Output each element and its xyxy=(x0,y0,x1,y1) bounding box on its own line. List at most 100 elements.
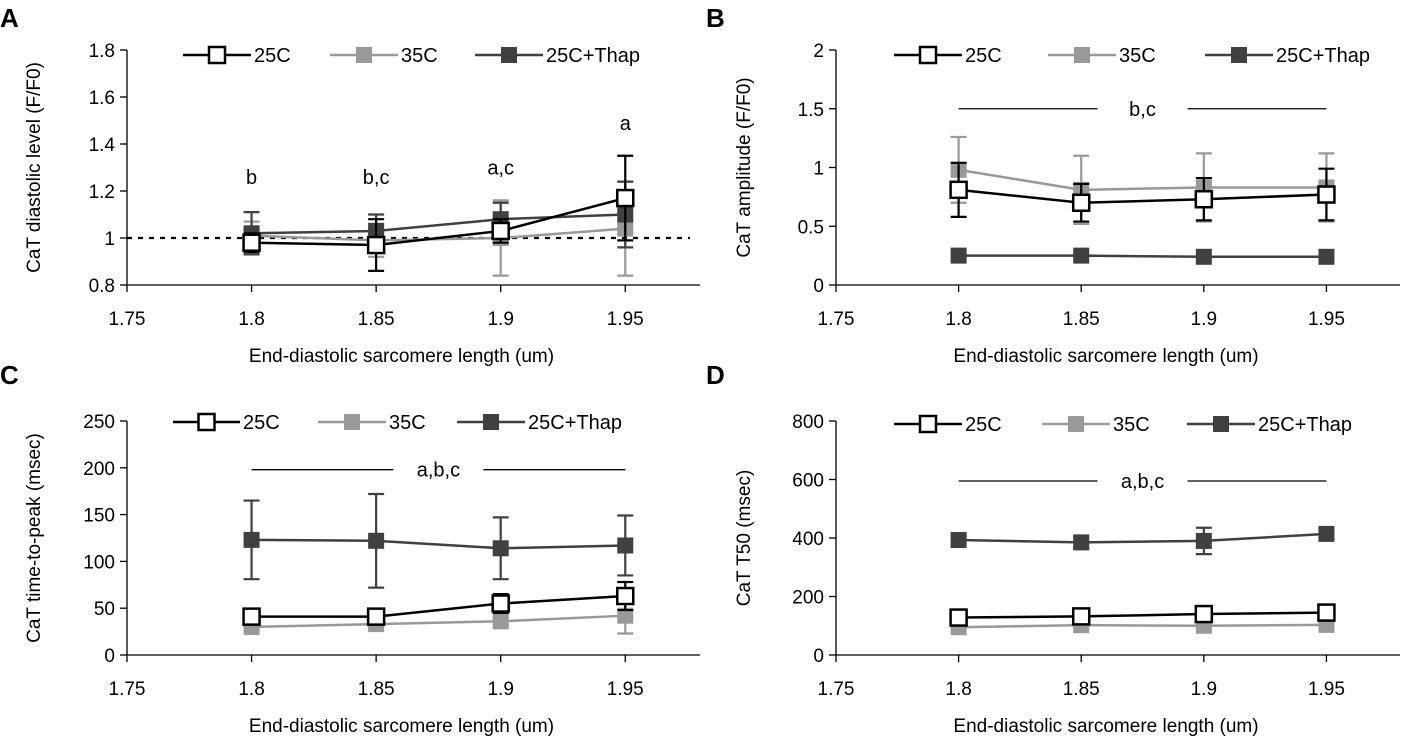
x-tick-label: 1.95 xyxy=(1308,309,1345,330)
legend-label: 35C xyxy=(401,45,438,67)
y-tick-label: 200 xyxy=(83,459,115,480)
legend-marker xyxy=(501,47,517,63)
data-point xyxy=(366,607,386,626)
bracket-label: a,b,c xyxy=(417,460,460,482)
legend-marker xyxy=(1213,416,1229,432)
y-tick-label: 2 xyxy=(813,41,824,62)
annotation-label: b,c xyxy=(363,167,390,189)
y-tick-label: 0 xyxy=(813,646,824,667)
data-point xyxy=(949,180,968,200)
legend: 25C 35C 25C+Thap xyxy=(894,45,1370,67)
y-tick-label: 0 xyxy=(104,646,115,667)
x-tick-label: 1.8 xyxy=(945,679,971,700)
y-tick-label: 50 xyxy=(94,599,115,620)
y-tick-label: 0.5 xyxy=(798,217,824,238)
data-point xyxy=(1071,607,1091,626)
data-point xyxy=(950,532,967,549)
legend-marker xyxy=(1231,47,1247,63)
data-point xyxy=(1195,532,1212,549)
series-25c-thap xyxy=(950,525,1335,556)
annotation-label: a,c xyxy=(487,158,514,180)
x-tick-label: 1.9 xyxy=(1191,679,1217,700)
series-25c-thap xyxy=(950,247,1335,265)
data-point xyxy=(492,613,509,630)
bracket-label: a,b,c xyxy=(1121,471,1164,493)
y-tick-label: 250 xyxy=(83,412,115,433)
legend-marker xyxy=(918,45,938,65)
legend: 25C 35C 25C+Thap xyxy=(173,412,622,434)
data-point xyxy=(242,233,261,252)
legend-label: 25C+Thap xyxy=(546,45,640,67)
data-point xyxy=(1073,534,1090,551)
panel-letter: B xyxy=(706,3,725,33)
data-point xyxy=(949,608,968,627)
series-35c xyxy=(950,135,1335,225)
x-tick-label: 1.75 xyxy=(109,679,146,700)
legend-marker xyxy=(483,414,499,430)
series-line xyxy=(958,254,1327,259)
legend-item: 25C xyxy=(183,45,291,67)
y-tick-label: 400 xyxy=(792,529,824,550)
legend-label: 25C+Thap xyxy=(1258,414,1352,436)
legend-marker xyxy=(344,414,360,430)
data-point xyxy=(491,594,510,613)
x-axis-title: End-diastolic sarcomere length (um) xyxy=(953,716,1258,737)
legend-label: 35C xyxy=(1113,414,1150,436)
chart-panel-a: A 0.8 1 1.2 1.4 1.6 1.8 1.75 1.8 1.85 1.9 1.95 End-d… xyxy=(0,3,700,367)
data-point xyxy=(950,247,967,264)
legend-item: 25C xyxy=(173,412,280,434)
data-point xyxy=(1073,247,1090,264)
x-tick-label: 1.75 xyxy=(818,679,855,700)
y-tick-label: 1 xyxy=(104,229,115,250)
series-line xyxy=(958,188,1327,205)
y-tick-label: 0 xyxy=(813,276,824,297)
legend-item: 35C xyxy=(330,45,438,67)
data-point xyxy=(1071,193,1091,212)
series-25c xyxy=(242,580,635,626)
y-tick-label: 0.8 xyxy=(89,276,115,297)
data-point xyxy=(1195,248,1212,265)
legend-item: 25C+Thap xyxy=(1205,45,1370,67)
x-tick-label: 1.9 xyxy=(1191,309,1217,330)
data-point xyxy=(616,188,635,208)
x-tick-label: 1.85 xyxy=(1063,309,1100,330)
y-tick-label: 1.2 xyxy=(89,182,115,203)
legend-marker xyxy=(1068,416,1084,432)
data-point xyxy=(492,540,509,557)
series-35c xyxy=(950,616,1335,636)
series-25c xyxy=(949,161,1336,223)
legend-marker xyxy=(356,47,372,63)
data-point xyxy=(242,607,261,626)
series-line xyxy=(251,594,626,618)
x-tick-label: 1.9 xyxy=(487,309,513,330)
chart-panel-d: D 0 200 400 600 800 1.75 1.8 1.85 1.9 1.95 End-dias… xyxy=(706,360,1400,737)
y-tick-label: 1 xyxy=(813,159,824,180)
y-tick-label: 1.4 xyxy=(89,135,116,156)
y-tick-label: 1.5 xyxy=(798,100,824,121)
legend-item: 25C xyxy=(894,45,1002,67)
x-axis-title: End-diastolic sarcomere length (um) xyxy=(249,346,554,367)
y-tick-label: 800 xyxy=(792,412,824,433)
y-axis-title: CaT amplitude (F/F0) xyxy=(734,77,755,257)
annotation-label: a xyxy=(620,113,632,135)
data-point xyxy=(366,235,386,255)
x-tick-label: 1.8 xyxy=(238,309,264,330)
y-tick-label: 1.8 xyxy=(89,41,115,62)
data-point xyxy=(243,531,260,548)
data-point xyxy=(1318,525,1335,542)
x-axis-title: End-diastolic sarcomere length (um) xyxy=(953,346,1258,367)
data-point xyxy=(617,607,634,624)
series-line xyxy=(251,213,626,235)
data-point xyxy=(491,221,510,241)
legend-label: 35C xyxy=(1119,45,1156,67)
x-tick-label: 1.95 xyxy=(607,309,644,330)
legend-marker xyxy=(207,45,227,65)
legend: 25C 35C 25C+Thap xyxy=(183,45,640,67)
series-line xyxy=(251,196,626,247)
data-point xyxy=(368,532,385,549)
y-tick-label: 100 xyxy=(83,552,115,573)
series-35c xyxy=(243,596,634,635)
y-axis-title: CaT T50 (msec) xyxy=(734,470,755,607)
legend-label: 25C xyxy=(965,414,1002,436)
